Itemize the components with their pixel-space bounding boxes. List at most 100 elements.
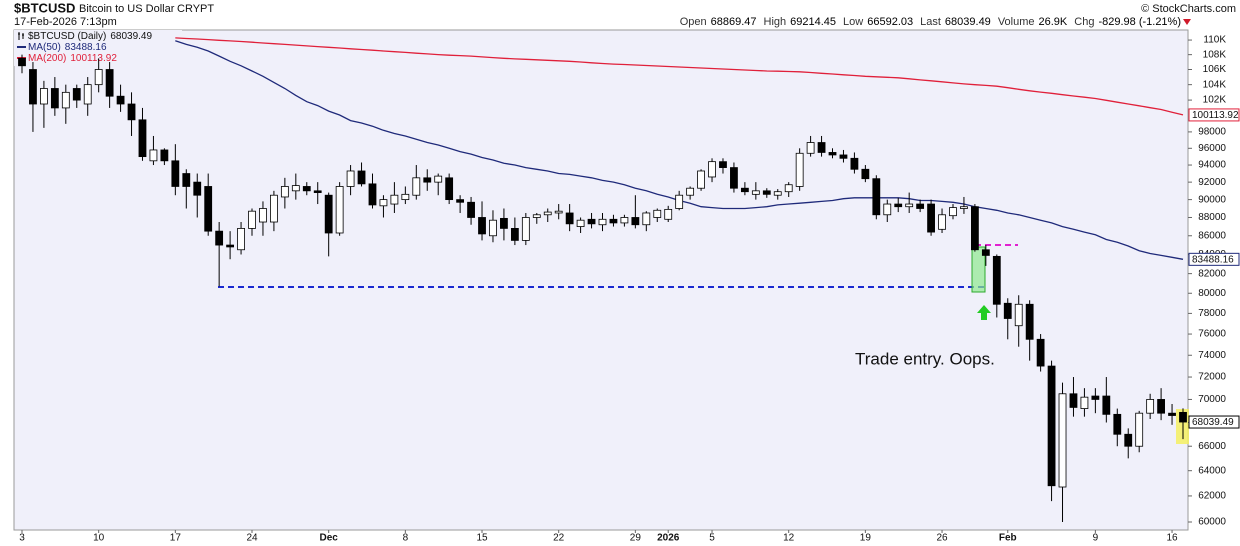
candle-body xyxy=(29,69,37,105)
candle-body xyxy=(850,157,859,170)
candle-body xyxy=(193,181,202,196)
candle-body xyxy=(379,199,388,207)
x-tick-label: 3 xyxy=(19,533,25,544)
candle-body xyxy=(368,183,377,206)
candle-body xyxy=(828,152,837,156)
ma-line xyxy=(175,37,1184,116)
x-tick-label: 26 xyxy=(936,533,948,544)
candle-body xyxy=(719,161,727,168)
candle-body xyxy=(1014,303,1023,327)
price-box-label: 83488.16 xyxy=(1192,254,1234,265)
candle-body xyxy=(642,212,651,226)
quote-value: -829.98 (-1.21%) xyxy=(1098,16,1181,28)
candle-body xyxy=(916,203,925,209)
legend-entry: $BTCUSD (Daily) 68039.49 xyxy=(28,31,152,42)
y-tick-label: 72000 xyxy=(1198,372,1226,383)
candle-body xyxy=(237,227,245,251)
y-tick-label: 62000 xyxy=(1198,491,1226,502)
candle-body xyxy=(675,194,684,209)
candle-body xyxy=(554,210,563,214)
price-box xyxy=(1188,252,1240,266)
x-tick-label: Feb xyxy=(999,533,1017,544)
y-tick-label: 64000 xyxy=(1198,465,1226,476)
candle-body xyxy=(456,199,465,203)
candle-body xyxy=(182,173,191,187)
candle-body xyxy=(686,187,695,196)
candle-body xyxy=(390,194,399,205)
candle-body xyxy=(620,217,629,224)
legend-box xyxy=(14,30,182,66)
candle-body xyxy=(1025,303,1034,340)
candle-body xyxy=(204,186,213,232)
candle-body xyxy=(1047,365,1056,487)
y-tick-label: 108K xyxy=(1203,49,1227,60)
candle-body xyxy=(1179,411,1187,423)
candle-body xyxy=(992,255,1001,305)
candle-body xyxy=(72,88,81,101)
price-box-label: 68039.49 xyxy=(1192,417,1234,428)
credit: © StockCharts.com xyxy=(1141,3,1236,15)
candle-body xyxy=(346,170,355,187)
x-tick-label: 16 xyxy=(1166,533,1178,544)
x-tick-label: 24 xyxy=(246,533,258,544)
candle-body xyxy=(697,170,705,189)
x-tick-label: 5 xyxy=(709,533,715,544)
quote-value: 69214.45 xyxy=(790,16,836,28)
quote-label: Low xyxy=(843,16,863,28)
quote-label: Open xyxy=(680,16,707,28)
candle-body xyxy=(751,190,760,195)
quote-label: Chg xyxy=(1074,16,1094,28)
candle-body xyxy=(313,190,322,193)
candle-body xyxy=(160,149,169,162)
candle-body xyxy=(1080,396,1089,409)
candle-body xyxy=(938,214,946,230)
candle-body xyxy=(18,57,26,67)
candle-body xyxy=(50,88,59,109)
x-tick-label: 17 xyxy=(170,533,182,544)
candle-body xyxy=(1135,412,1144,447)
y-tick-label: 96000 xyxy=(1198,143,1226,154)
candle-body xyxy=(401,193,410,201)
price-box-label: 100113.92 xyxy=(1192,110,1239,121)
x-tick-label: 8 xyxy=(403,533,409,544)
legend-entry: MA(200) 100113.92 xyxy=(28,53,117,64)
y-tick-label: 60000 xyxy=(1198,517,1226,528)
candle-body xyxy=(40,88,48,105)
candle-body xyxy=(1157,399,1165,414)
candle-body xyxy=(894,203,903,208)
x-tick-label: 15 xyxy=(476,533,488,544)
x-tick-label: 22 xyxy=(553,533,565,544)
candle-body xyxy=(631,217,640,226)
y-tick-label: 76000 xyxy=(1198,329,1226,340)
y-tick-label: 70000 xyxy=(1198,394,1226,405)
y-tick-label: 98000 xyxy=(1198,127,1226,138)
x-tick-label: 10 xyxy=(93,533,105,544)
candle-body xyxy=(795,152,804,187)
quote-line: Open 68869.47 High 69214.45 Low 66592.03 Last 6… xyxy=(680,16,1181,28)
candle-body xyxy=(927,203,935,233)
candle-body xyxy=(883,203,892,216)
candle-body xyxy=(1168,412,1176,416)
candle-body xyxy=(708,161,716,178)
exchange: CRYPT xyxy=(177,3,214,15)
x-tick-label: 29 xyxy=(630,533,642,544)
down-triangle xyxy=(1183,19,1191,25)
candle-body xyxy=(270,194,278,223)
candle-body xyxy=(1069,393,1078,408)
candle-body xyxy=(1036,338,1045,367)
x-tick-label: 2026 xyxy=(657,533,680,544)
y-tick-label: 88000 xyxy=(1198,212,1226,223)
candle-body xyxy=(467,201,475,218)
legend-value: 100113.92 xyxy=(70,53,117,64)
chart-date: 17-Feb-2026 7:13pm xyxy=(14,16,117,28)
x-tick-label: 9 xyxy=(1093,533,1099,544)
candle-body xyxy=(872,178,881,216)
candle-body xyxy=(1003,302,1012,319)
y-tick-label: 106K xyxy=(1203,64,1227,75)
candle-body xyxy=(478,217,486,235)
y-tick-label: 104K xyxy=(1203,79,1227,90)
plot-layer xyxy=(18,37,1187,523)
candle-body xyxy=(598,218,607,226)
y-tick-label: 90000 xyxy=(1198,194,1226,205)
